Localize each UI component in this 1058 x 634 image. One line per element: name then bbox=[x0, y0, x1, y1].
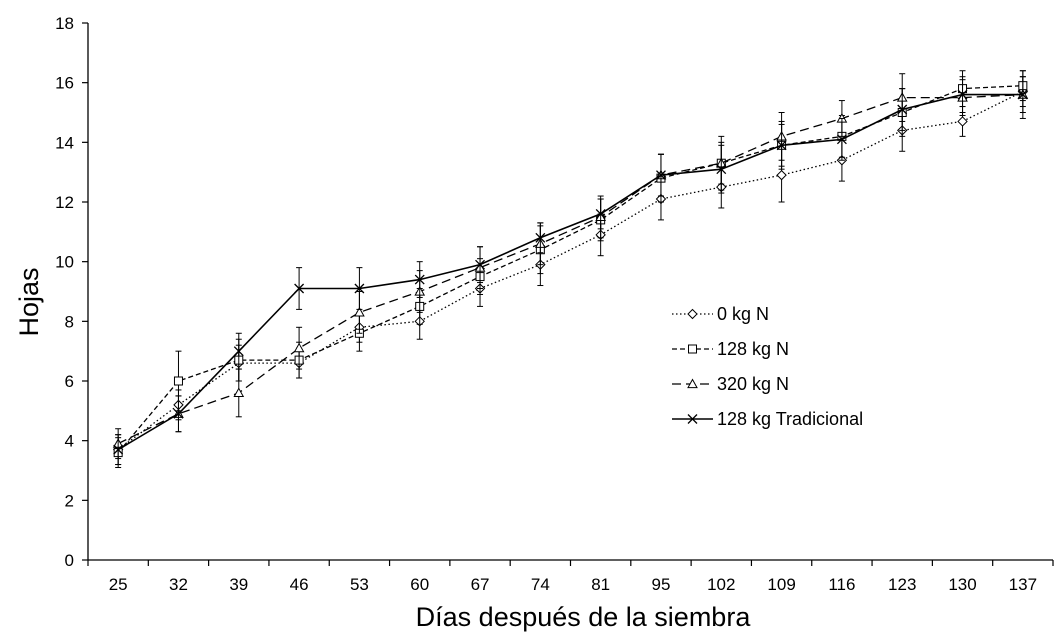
x-tick-label: 25 bbox=[109, 575, 128, 594]
series-3 bbox=[112, 70, 1029, 460]
series-line bbox=[117, 91, 1024, 451]
series-2 bbox=[113, 70, 1028, 469]
y-tick-label: 0 bbox=[65, 551, 74, 570]
data-point-marker bbox=[836, 134, 847, 145]
data-point-marker bbox=[113, 444, 124, 455]
data-point-marker bbox=[173, 376, 183, 386]
x-tick-label: 74 bbox=[531, 575, 550, 594]
data-point-marker bbox=[233, 387, 245, 398]
x-tick-label: 95 bbox=[652, 575, 671, 594]
axes bbox=[87, 23, 1053, 561]
y-tick-label: 4 bbox=[65, 432, 74, 451]
y-axis-label: Hojas bbox=[14, 267, 44, 336]
y-tick-label: 14 bbox=[55, 133, 74, 152]
x-tick-label: 109 bbox=[767, 575, 795, 594]
data-point-marker bbox=[687, 308, 698, 320]
x-tick-label: 81 bbox=[591, 575, 610, 594]
legend-item: 128 kg N bbox=[672, 339, 789, 359]
legend-label: 0 kg N bbox=[717, 304, 769, 324]
legend-item: 320 kg N bbox=[672, 374, 789, 394]
series-group bbox=[112, 70, 1029, 469]
data-point-marker bbox=[1017, 89, 1028, 100]
x-axis-ticks: 25 32 39 46 53 60 67 74 81 95 102 109 116 123 130 137 bbox=[87, 560, 1054, 594]
data-point-marker bbox=[475, 259, 485, 270]
data-point-marker bbox=[293, 342, 305, 353]
data-point-marker bbox=[716, 164, 727, 175]
series-4 bbox=[113, 76, 1028, 466]
series-line bbox=[117, 93, 1023, 445]
x-tick-label: 130 bbox=[948, 575, 976, 594]
y-tick-label: 16 bbox=[55, 74, 74, 93]
legend-label: 128 kg Tradicional bbox=[717, 409, 863, 429]
y-tick-label: 18 bbox=[55, 14, 74, 33]
x-axis-label: Días después de la siembra bbox=[416, 602, 752, 632]
data-point-marker bbox=[354, 283, 365, 294]
x-tick-label: 32 bbox=[169, 575, 188, 594]
data-point-marker bbox=[294, 283, 305, 294]
y-tick-label: 6 bbox=[65, 372, 74, 391]
data-point-marker bbox=[687, 378, 698, 389]
y-axis-ticks: 0 2 4 6 8 10 12 14 16 18 bbox=[55, 14, 88, 570]
series-line bbox=[117, 85, 1023, 454]
y-tick-label: 8 bbox=[65, 312, 74, 331]
data-point-marker bbox=[173, 408, 184, 419]
data-point-marker bbox=[688, 344, 697, 354]
data-point-marker bbox=[656, 170, 666, 181]
x-tick-label: 123 bbox=[888, 575, 916, 594]
x-tick-label: 60 bbox=[410, 575, 429, 594]
series-line bbox=[117, 93, 1023, 451]
x-tick-label: 53 bbox=[350, 575, 369, 594]
data-point-marker bbox=[957, 89, 968, 100]
y-tick-label: 2 bbox=[65, 491, 74, 510]
x-tick-label: 102 bbox=[707, 575, 735, 594]
data-point-marker bbox=[595, 208, 606, 219]
legend-label: 320 kg N bbox=[717, 374, 789, 394]
data-point-marker bbox=[776, 169, 787, 181]
x-tick-label: 137 bbox=[1009, 575, 1037, 594]
data-point-marker bbox=[687, 414, 698, 424]
data-point-marker bbox=[957, 116, 968, 127]
x-tick-label: 46 bbox=[290, 575, 309, 594]
x-tick-label: 67 bbox=[471, 575, 490, 594]
data-point-marker bbox=[414, 274, 425, 285]
x-tick-label: 116 bbox=[828, 575, 855, 594]
x-tick-label: 39 bbox=[229, 575, 248, 594]
data-point-marker bbox=[354, 306, 365, 317]
legend-item: 128 kg Tradicional bbox=[672, 409, 863, 429]
legend-label: 128 kg N bbox=[717, 339, 789, 359]
legend-item: 0 kg N bbox=[672, 304, 769, 324]
legend: 0 kg N 128 kg N 320 kg N 128 kg Tradicional bbox=[672, 304, 863, 429]
series-1 bbox=[112, 76, 1029, 466]
data-point-marker bbox=[233, 346, 244, 357]
y-tick-label: 10 bbox=[55, 253, 74, 272]
data-point-marker bbox=[535, 232, 546, 243]
data-point-marker bbox=[776, 140, 787, 151]
data-point-marker bbox=[897, 104, 908, 115]
y-tick-label: 12 bbox=[55, 193, 74, 212]
